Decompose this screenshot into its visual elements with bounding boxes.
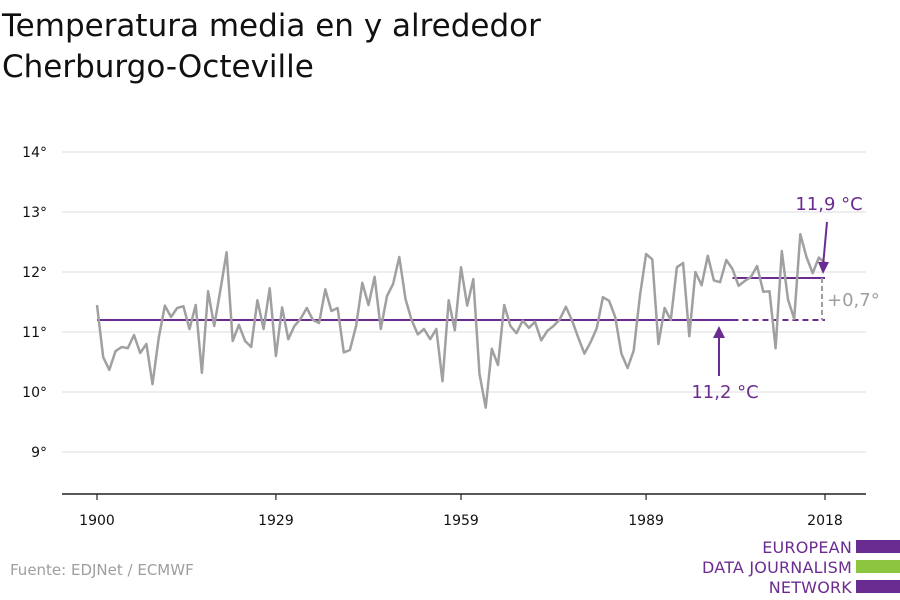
y-tick-label-9: 9° xyxy=(31,445,47,461)
x-tick-label-1989: 1989 xyxy=(628,513,664,529)
y-tick-label-10: 10° xyxy=(22,385,47,401)
series-group xyxy=(95,232,826,409)
x-axis: 1900 1929 1959 1989 2018 xyxy=(62,493,866,529)
difference-label: +0,7° xyxy=(827,290,880,311)
y-axis-ticks: 9° 10° 11° 12° 13° 14° xyxy=(22,145,47,461)
logo-line-1: EUROPEAN xyxy=(762,538,852,557)
chart-title-line-1: Temperatura media en y alrededor xyxy=(2,8,541,44)
logo-bar-purple-top xyxy=(856,540,900,553)
y-tick-label-12: 12° xyxy=(22,265,47,281)
grid-lines xyxy=(62,151,866,453)
x-tick-label-1900: 1900 xyxy=(79,513,115,529)
logo-bar-green xyxy=(856,560,900,573)
x-tick-label-1929: 1929 xyxy=(258,513,294,529)
logo-line-2: DATA JOURNALISM xyxy=(702,558,852,577)
x-tick-label-1959: 1959 xyxy=(443,513,479,529)
y-tick-label-13: 13° xyxy=(22,205,47,221)
baseline-mean-label: 11,2 °C xyxy=(691,382,758,403)
logo-line-3: NETWORK xyxy=(768,578,852,597)
source-note: Fuente: EDJNet / ECMWF xyxy=(10,561,194,579)
chart-title: Temperatura media en y alrededor Cherbur… xyxy=(2,6,702,88)
annotations: +0,7° 11,9 °C 11,2 °C xyxy=(691,194,879,403)
x-tick-label-2018: 2018 xyxy=(807,513,843,529)
edjnet-logo[interactable]: EUROPEAN DATA JOURNALISM NETWORK xyxy=(700,538,900,598)
temperature-series-line xyxy=(95,232,826,409)
recent-arrow-shaft xyxy=(822,221,828,267)
chart-title-line-2: Cherburgo-Octeville xyxy=(2,49,314,85)
baseline-arrow-head xyxy=(713,326,725,338)
y-tick-label-14: 14° xyxy=(22,145,47,161)
logo-text: EUROPEAN DATA JOURNALISM NETWORK xyxy=(702,538,852,598)
logo-bar-purple-bottom xyxy=(856,580,900,593)
recent-mean-label: 11,9 °C xyxy=(795,194,862,215)
recent-arrow-head xyxy=(818,262,829,274)
y-tick-label-11: 11° xyxy=(22,325,47,341)
